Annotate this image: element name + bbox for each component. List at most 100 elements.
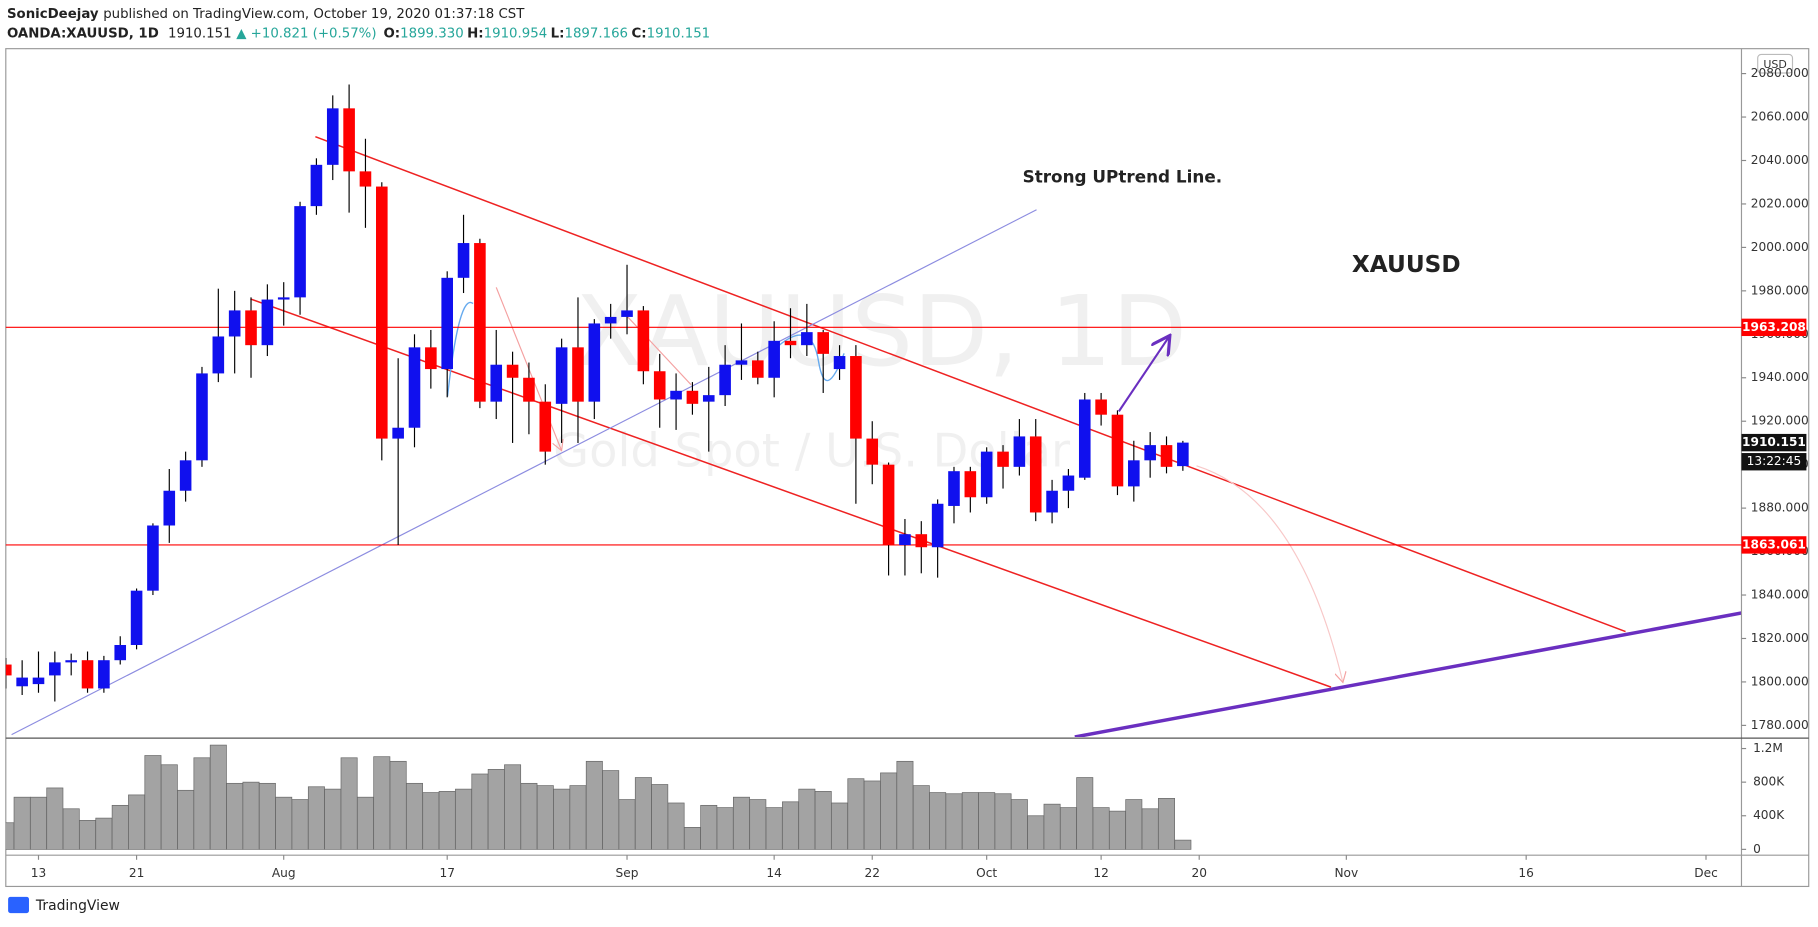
y-tick-label: 2060.000 xyxy=(1751,110,1809,124)
candle-body xyxy=(604,316,617,324)
last-price-label: 1910.151 xyxy=(1742,435,1806,449)
volume-bar xyxy=(798,788,816,850)
volume-bar xyxy=(13,796,31,850)
candle-body xyxy=(490,364,503,402)
volume-bar xyxy=(651,784,669,850)
volume-bar xyxy=(945,793,963,850)
volume-bar xyxy=(177,789,195,850)
candle-body xyxy=(506,364,519,378)
candle-body xyxy=(326,108,339,165)
candle-body xyxy=(114,644,127,661)
volume-bar xyxy=(749,799,767,850)
author: SonicDeejay xyxy=(7,7,99,22)
candle-body xyxy=(752,360,764,378)
volume-bar xyxy=(258,782,276,850)
candle-body xyxy=(1177,442,1189,467)
candle-body xyxy=(245,310,257,346)
volume-bar xyxy=(226,782,244,850)
x-tick-label: 13 xyxy=(31,866,46,880)
y-tick-label: 1840.000 xyxy=(1751,588,1809,602)
volume-bar xyxy=(912,785,930,850)
symbol-line: OANDA:XAUUSD, 1D 1910.151 ▲ +10.821 (+0.57… xyxy=(7,27,710,42)
x-tick-label: 22 xyxy=(865,866,880,880)
candle-body xyxy=(16,677,28,687)
logo-icon xyxy=(8,896,29,914)
volume-tick-label: 800K xyxy=(1753,775,1785,789)
volume-bar xyxy=(406,782,423,850)
candle-body xyxy=(768,340,780,378)
candle-body xyxy=(196,373,208,461)
annotation: Strong UPtrend Line. xyxy=(1023,166,1223,186)
candle-body xyxy=(5,664,12,676)
countdown-badge xyxy=(1741,453,1807,471)
volume-bar xyxy=(242,781,260,850)
candle-body xyxy=(670,390,682,400)
y-tick-label: 1980.000 xyxy=(1751,283,1809,297)
volume-bar xyxy=(111,804,129,850)
volume-tick-label: 1.2M xyxy=(1753,741,1783,755)
candle-body xyxy=(866,438,879,465)
candle-body xyxy=(980,451,993,498)
last-price: 1910.151 xyxy=(168,27,232,42)
candle-body xyxy=(310,164,323,207)
ohlc-value: 1910.954 xyxy=(484,27,548,42)
volume-bar xyxy=(520,782,538,850)
volume-bar xyxy=(422,792,440,850)
candle-body xyxy=(882,464,895,546)
candle-body xyxy=(474,243,486,402)
volume-bar xyxy=(814,791,832,850)
level-label: 1963.208 xyxy=(1742,320,1806,334)
candle-body xyxy=(653,371,666,400)
volume-bar xyxy=(700,804,718,850)
frame xyxy=(5,48,1810,888)
y-tick-label: 1820.000 xyxy=(1751,631,1809,645)
x-tick-label: Sep xyxy=(616,866,639,880)
volume-bar xyxy=(929,792,947,850)
candle-body xyxy=(65,660,77,663)
candle-body xyxy=(523,377,535,402)
volume-bar xyxy=(128,794,146,850)
volume-bar xyxy=(634,777,652,850)
candle-body xyxy=(931,503,944,548)
countdown: 13:22:45 xyxy=(1747,454,1802,468)
candle-body xyxy=(702,395,715,402)
candle-body xyxy=(997,451,1009,467)
volume-bar xyxy=(79,820,97,850)
volume-bar xyxy=(1076,777,1094,850)
up-arrow xyxy=(1117,337,1169,412)
volume-bar xyxy=(291,799,309,850)
x-tick-label: Oct xyxy=(976,866,997,880)
candle-body xyxy=(735,360,748,365)
brand: TradingView xyxy=(35,898,120,914)
chart-border xyxy=(5,48,1810,888)
candle-body xyxy=(555,347,568,404)
wave-curve xyxy=(446,301,474,397)
y-tick-label: 2080.000 xyxy=(1751,66,1809,80)
volume-bar xyxy=(389,760,407,850)
candle-body xyxy=(179,460,192,491)
channel-upper xyxy=(315,136,1626,633)
level-badge xyxy=(1741,318,1807,337)
watermark-symbol: XAUUSD, 1D xyxy=(575,275,1187,388)
candle-body xyxy=(147,525,159,591)
ohlc-value: 1910.151 xyxy=(647,27,711,42)
volume-bar xyxy=(504,764,522,850)
volume-bar xyxy=(1109,810,1126,850)
x-tick-label: 12 xyxy=(1093,866,1108,880)
symbol: OANDA:XAUUSD, 1D xyxy=(7,27,159,42)
candle-body xyxy=(964,471,977,498)
candle-body xyxy=(163,490,176,526)
volume-bar xyxy=(978,792,996,850)
volume-bar xyxy=(324,788,342,850)
volume-bar xyxy=(144,755,162,850)
x-tick-label: Aug xyxy=(272,866,296,880)
candle-body xyxy=(850,356,862,439)
candle-body xyxy=(1078,399,1091,478)
candle-body xyxy=(359,171,372,187)
ohlc-label: O: xyxy=(383,27,400,42)
candle-body xyxy=(588,323,601,402)
volume-bar xyxy=(95,817,113,850)
ohlc-label: H: xyxy=(467,27,483,42)
x-tick-label: 20 xyxy=(1191,866,1206,880)
candle-body xyxy=(572,347,584,402)
